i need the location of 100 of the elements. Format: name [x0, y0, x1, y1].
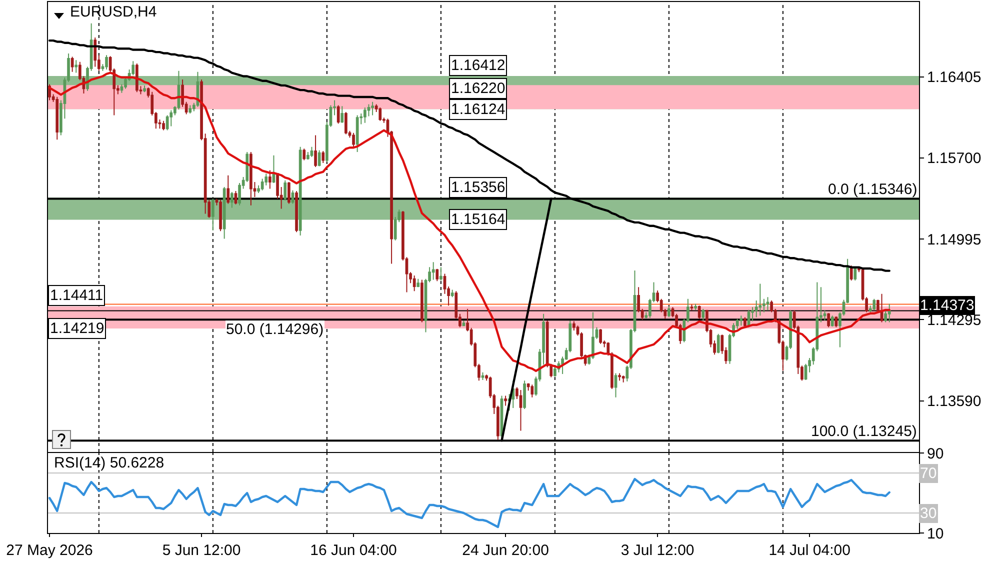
candlestick [504, 395, 507, 406]
chart-title: EURUSD,H4 [70, 4, 157, 20]
annotation: 50.0 (1.14296) [226, 321, 324, 338]
candlestick [614, 372, 618, 398]
candlestick [432, 262, 435, 280]
line-series [48, 478, 890, 528]
annotation: 1.15164 [451, 211, 506, 228]
candlestick [481, 372, 484, 380]
candlestick [416, 278, 420, 288]
annotation: 1.14219 [50, 320, 104, 337]
y-tick-label: 10 [927, 525, 944, 542]
candlestick [876, 299, 880, 313]
candlestick [572, 320, 576, 332]
candlestick [219, 199, 222, 232]
candlestick [352, 132, 355, 148]
candlestick [599, 328, 602, 344]
candlestick [336, 104, 340, 124]
candlestick [222, 186, 226, 240]
y-tick-label: 1.16405 [927, 69, 982, 86]
x-tick-label: 16 Jun 04:00 [310, 542, 397, 559]
candlestick [744, 316, 746, 328]
candlestick [690, 304, 694, 312]
candlestick [272, 154, 276, 184]
candlestick [314, 134, 317, 168]
candlestick [170, 110, 173, 127]
ref-line-label: 1.14373 [920, 297, 974, 314]
ref-line-label: 30 [920, 505, 937, 522]
candlestick [356, 114, 359, 152]
candlestick [295, 190, 298, 233]
x-tick-label: 24 Jun 20:00 [462, 542, 549, 559]
x-tick-label: 14 Jul 04:00 [768, 542, 850, 559]
y-tick-label: 1.13590 [927, 393, 982, 410]
candlestick [310, 146, 314, 158]
y-tick-label: 90 [927, 445, 944, 462]
candlestick [284, 180, 287, 201]
candlestick [162, 120, 165, 131]
candlestick [830, 315, 834, 328]
candlestick [872, 298, 876, 312]
candlestick [56, 96, 59, 140]
annotation: 1.16124 [451, 101, 506, 118]
candlestick [758, 283, 762, 316]
y-tick-label: 1.14995 [927, 231, 982, 248]
candlestick [94, 36, 97, 68]
candlestick [854, 266, 857, 281]
candlestick [298, 146, 302, 236]
candlestick [622, 375, 625, 383]
candlestick [523, 380, 526, 410]
band-label: 1.15356 [451, 179, 506, 196]
candlestick [188, 104, 192, 114]
candlestick [436, 268, 439, 282]
candlestick [70, 56, 74, 72]
candlestick [135, 62, 138, 93]
candlestick [268, 170, 272, 190]
candlestick [378, 107, 382, 122]
candlestick [420, 279, 424, 323]
candlestick [143, 84, 146, 93]
candlestick [226, 174, 230, 204]
candlestick [694, 303, 697, 310]
candlestick [827, 312, 830, 328]
candlestick [250, 152, 252, 206]
annotation: 0.0 (1.15346) [828, 181, 918, 198]
candlestick [288, 182, 290, 204]
candlestick [698, 305, 701, 320]
candlestick [364, 107, 366, 124]
candlestick [371, 101, 374, 116]
candlestick [234, 190, 238, 205]
candlestick [412, 275, 416, 292]
x-tick-label: 5 Jun 12:00 [162, 542, 241, 559]
candlestick [340, 106, 344, 124]
y-tick-label: 1.14295 [927, 312, 982, 329]
candlestick [740, 315, 743, 326]
candlestick [462, 320, 466, 326]
candlestick [230, 192, 234, 208]
candlestick [344, 111, 348, 135]
chart-title: RSI(14) 50.6228 [54, 454, 164, 472]
y-tick-label: 1.15700 [927, 150, 982, 168]
candlestick [74, 60, 78, 74]
candlestick [716, 333, 720, 354]
candlestick [888, 303, 891, 323]
candlestick [610, 352, 614, 390]
x-tick-label: 27 May 2026 [6, 542, 93, 559]
candlestick [105, 54, 108, 70]
candlestick [519, 389, 522, 432]
candlestick [322, 150, 325, 164]
candlestick [450, 289, 454, 298]
ref-line-label: 70 [920, 465, 937, 482]
candlestick [318, 150, 321, 167]
candlestick [834, 316, 838, 328]
candlestick [766, 296, 770, 312]
annotation: 1.16220 [451, 80, 506, 97]
x-tick-label: 3 Jul 12:00 [620, 542, 694, 559]
candlestick [702, 308, 705, 322]
candlestick [530, 384, 534, 398]
band-label: 1.16412 [451, 57, 506, 74]
candlestick [618, 372, 621, 382]
band-label: 1.14411 [50, 287, 104, 304]
candlestick [880, 293, 884, 323]
annotation: 100.0 (1.13245) [811, 423, 917, 440]
candlestick [291, 190, 294, 204]
candlestick [302, 148, 306, 161]
